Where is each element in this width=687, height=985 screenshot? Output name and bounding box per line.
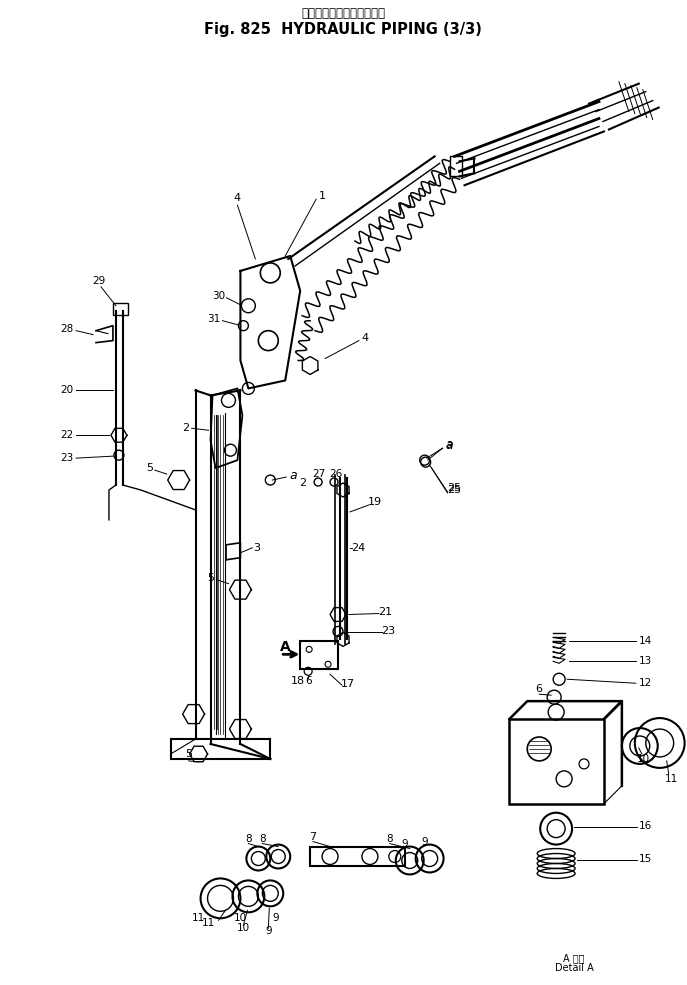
Text: 20: 20 <box>60 385 73 395</box>
Bar <box>310 846 405 867</box>
Text: 1: 1 <box>319 191 326 201</box>
Text: 22: 22 <box>60 430 73 440</box>
Text: 8: 8 <box>259 833 266 843</box>
Text: A 詳細: A 詳細 <box>563 953 585 963</box>
Text: 4: 4 <box>234 193 241 203</box>
Text: A: A <box>280 640 291 654</box>
Text: 31: 31 <box>207 313 221 324</box>
Bar <box>509 719 604 804</box>
Text: 30: 30 <box>212 291 225 300</box>
Text: 9: 9 <box>272 913 279 923</box>
Text: 9: 9 <box>401 838 408 848</box>
Text: 19: 19 <box>368 497 382 507</box>
Text: Detail A: Detail A <box>554 963 594 973</box>
Text: 17: 17 <box>341 680 355 690</box>
Text: 28: 28 <box>60 324 73 334</box>
Text: 8: 8 <box>387 833 393 843</box>
Text: 26: 26 <box>329 469 343 479</box>
Text: ハイドロリックパイピング: ハイドロリックパイピング <box>301 8 385 21</box>
Text: Fig. 825  HYDRAULIC PIPING (3/3): Fig. 825 HYDRAULIC PIPING (3/3) <box>204 23 482 37</box>
Text: a: a <box>289 469 297 482</box>
Text: 5: 5 <box>207 572 214 583</box>
Text: 11: 11 <box>192 913 205 923</box>
Text: 25: 25 <box>447 485 462 495</box>
Text: 25: 25 <box>447 483 462 493</box>
Text: 9: 9 <box>421 836 428 846</box>
Text: 18: 18 <box>291 677 305 687</box>
Text: 11: 11 <box>202 918 216 928</box>
Text: 10: 10 <box>638 754 651 764</box>
Text: 16: 16 <box>639 821 652 830</box>
Text: 7: 7 <box>310 831 317 841</box>
Text: 11: 11 <box>665 774 678 784</box>
Text: 2: 2 <box>300 478 306 488</box>
Text: 9: 9 <box>265 926 271 936</box>
Text: 24: 24 <box>351 543 365 553</box>
Text: 29: 29 <box>92 276 106 286</box>
Text: 6: 6 <box>536 685 543 694</box>
Text: a: a <box>446 437 453 451</box>
Bar <box>300 641 338 669</box>
Text: 13: 13 <box>639 656 652 666</box>
Text: a: a <box>446 438 453 452</box>
Text: 5: 5 <box>146 463 153 473</box>
Text: 2: 2 <box>182 424 189 433</box>
Bar <box>449 157 462 176</box>
Text: 3: 3 <box>253 543 260 553</box>
Text: 23: 23 <box>60 453 73 463</box>
Bar <box>113 302 128 315</box>
Text: 21: 21 <box>378 607 392 617</box>
Text: 23: 23 <box>381 626 395 636</box>
Text: 12: 12 <box>639 679 652 689</box>
Text: 8: 8 <box>245 833 251 843</box>
Text: 27: 27 <box>313 469 326 479</box>
Text: 5: 5 <box>185 749 192 758</box>
Text: 15: 15 <box>639 854 652 864</box>
Text: 14: 14 <box>639 636 652 646</box>
Text: 6: 6 <box>305 677 311 687</box>
Text: 10: 10 <box>237 923 250 933</box>
Text: 4: 4 <box>361 333 368 343</box>
Text: 10: 10 <box>234 913 247 923</box>
